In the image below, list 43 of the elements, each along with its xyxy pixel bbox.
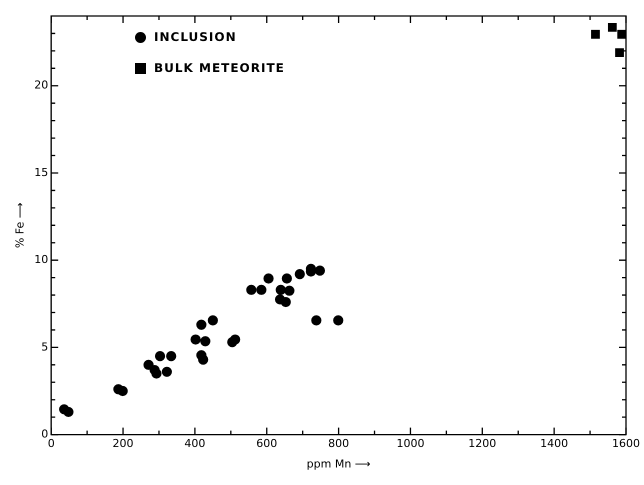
point xyxy=(591,30,600,39)
point xyxy=(198,354,208,365)
point xyxy=(162,366,172,377)
y-tick-label: 10 xyxy=(34,253,48,266)
point xyxy=(615,48,624,58)
point xyxy=(246,284,256,295)
point xyxy=(263,273,274,284)
point xyxy=(276,284,286,295)
point xyxy=(256,284,266,295)
point xyxy=(333,315,344,326)
y-axis-title: % Fe ⟶ xyxy=(13,202,26,248)
point xyxy=(63,406,74,418)
point xyxy=(608,22,617,32)
x-tick-label: 600 xyxy=(256,437,278,450)
x-tick-label: 400 xyxy=(184,437,206,450)
point xyxy=(196,320,206,330)
y-tick-label: 15 xyxy=(34,166,48,179)
legend-label: BULK METEORITE xyxy=(154,61,285,75)
point xyxy=(154,351,166,362)
point xyxy=(200,336,210,346)
y-tick-label: 0 xyxy=(41,427,48,440)
point xyxy=(314,266,326,276)
x-axis-title: ppm Mn ⟶ xyxy=(306,457,371,470)
y-tick-label: 5 xyxy=(41,340,48,354)
point xyxy=(166,351,176,362)
x-tick-label: 1400 xyxy=(540,437,568,450)
point xyxy=(230,334,240,345)
point xyxy=(190,334,201,345)
point xyxy=(118,386,128,396)
point xyxy=(280,296,291,308)
x-tick-label: 1600 xyxy=(612,437,640,450)
x-tick-label: 1200 xyxy=(468,437,496,450)
point xyxy=(311,315,322,326)
x-tick-label: 200 xyxy=(112,437,134,450)
x-tick-label: 800 xyxy=(328,437,350,450)
point xyxy=(284,286,294,296)
x-tick-label: 1000 xyxy=(396,437,424,450)
point xyxy=(208,315,218,326)
legend-label: INCLUSION xyxy=(154,30,237,44)
point xyxy=(151,368,162,379)
y-tick-label: 20 xyxy=(34,78,48,92)
point xyxy=(282,273,292,284)
point xyxy=(294,269,305,280)
